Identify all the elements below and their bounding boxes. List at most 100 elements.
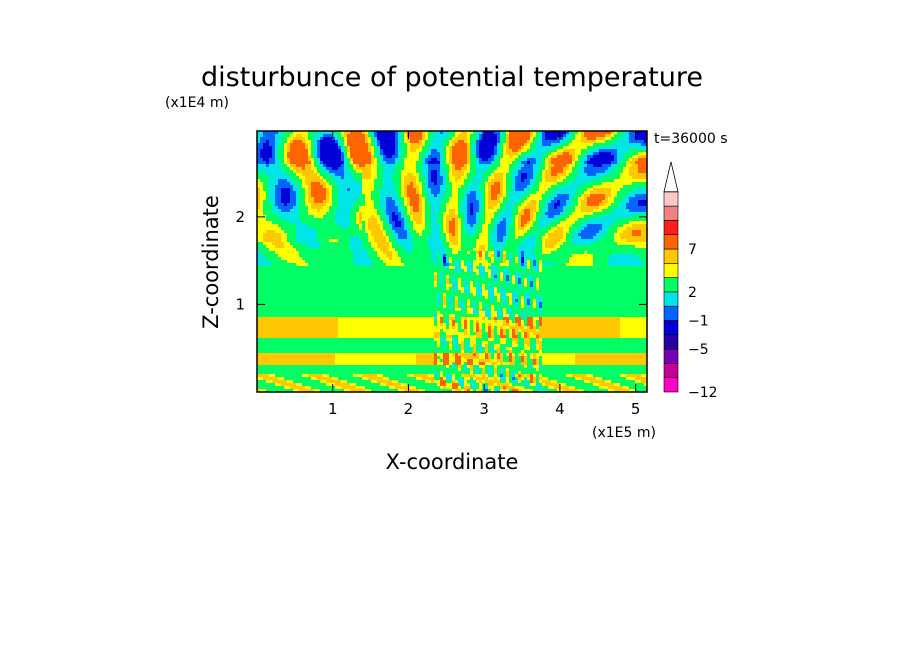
field-cell [347, 143, 351, 147]
field-cell [401, 236, 405, 240]
field-cell [494, 179, 498, 183]
field-cell [455, 173, 459, 177]
field-cell [602, 134, 606, 138]
field-cell [452, 227, 456, 231]
field-cell [257, 134, 261, 138]
field-cell [575, 224, 579, 228]
field-cell [464, 176, 468, 180]
field-cell [281, 218, 285, 222]
field-cell [500, 185, 504, 189]
field-cell [467, 203, 471, 207]
field-cell [356, 221, 360, 225]
field-cell [533, 140, 537, 144]
field-cell [425, 146, 429, 150]
field-cell [494, 146, 498, 150]
field-cell [284, 143, 288, 147]
field-cell [515, 143, 519, 147]
field-cell [533, 182, 537, 186]
field-cell [428, 179, 432, 183]
field-cell [377, 197, 381, 201]
field-cell [599, 152, 603, 156]
field-cell [314, 200, 318, 204]
field-cell [332, 164, 336, 168]
field-cell [386, 173, 390, 177]
field-cell [299, 149, 303, 153]
field-cell [614, 215, 618, 219]
field-cell [293, 197, 297, 201]
field-cell [473, 176, 477, 180]
field-cell [365, 227, 369, 231]
field-cell [452, 194, 456, 198]
field-cell [614, 200, 618, 204]
field-cell [317, 233, 321, 237]
field-cell [395, 179, 399, 183]
field-cell [440, 191, 444, 195]
field-cell [626, 188, 630, 192]
field-cell [395, 173, 399, 177]
field-cell [407, 200, 411, 204]
field-cell [413, 197, 417, 201]
field-cell [623, 239, 627, 243]
field-cell [539, 212, 543, 216]
field-cell [599, 164, 603, 168]
field-cell [296, 176, 300, 180]
field-cell [284, 158, 288, 162]
field-cell [533, 188, 537, 192]
field-cell [419, 170, 423, 174]
field-cell [458, 242, 462, 246]
field-cell [284, 227, 288, 231]
field-cell [359, 152, 363, 156]
field-cell [320, 164, 324, 168]
field-cell [464, 200, 468, 204]
field-cell [437, 143, 441, 147]
field-cell [425, 224, 429, 228]
field-cell [326, 221, 330, 225]
field-cell [632, 200, 636, 204]
field-cell [572, 233, 576, 237]
field-cell [353, 215, 357, 219]
field-cell [419, 179, 423, 183]
field-cell [530, 236, 534, 240]
field-cell [314, 149, 318, 153]
field-cell [617, 218, 621, 222]
field-cell [485, 221, 489, 225]
field-cell [578, 197, 582, 201]
field-cell [371, 242, 375, 246]
field-cell [311, 245, 315, 249]
field-cell [452, 143, 456, 147]
field-cell [356, 230, 360, 234]
field-cell [521, 131, 525, 135]
field-cell [359, 230, 363, 234]
field-cell [434, 155, 438, 159]
field-cell [575, 218, 579, 222]
field-cell [389, 131, 393, 135]
field-cell [554, 182, 558, 186]
field-cell [551, 188, 555, 192]
field-cell [362, 242, 366, 246]
field-cell [617, 176, 621, 180]
field-cell [440, 242, 444, 246]
field-cell [302, 146, 306, 150]
field-cell [575, 236, 579, 240]
field-cell [329, 212, 333, 216]
field-cell [458, 176, 462, 180]
field-cell [554, 218, 558, 222]
field-cell [473, 131, 477, 135]
field-cell [602, 143, 606, 147]
field-cell [434, 200, 438, 204]
field-cell [461, 242, 465, 246]
field-cell [572, 209, 576, 213]
field-cell [362, 236, 366, 240]
field-cell [272, 206, 276, 210]
field-cell [344, 185, 348, 189]
field-cell [266, 209, 270, 213]
field-cell [407, 149, 411, 153]
field-cell [269, 152, 273, 156]
field-cell [374, 197, 378, 201]
field-cell [266, 143, 270, 147]
field-cell [578, 161, 582, 165]
field-cell [617, 209, 621, 213]
field-cell [281, 194, 285, 198]
field-cell [536, 212, 540, 216]
field-cell [530, 185, 534, 189]
